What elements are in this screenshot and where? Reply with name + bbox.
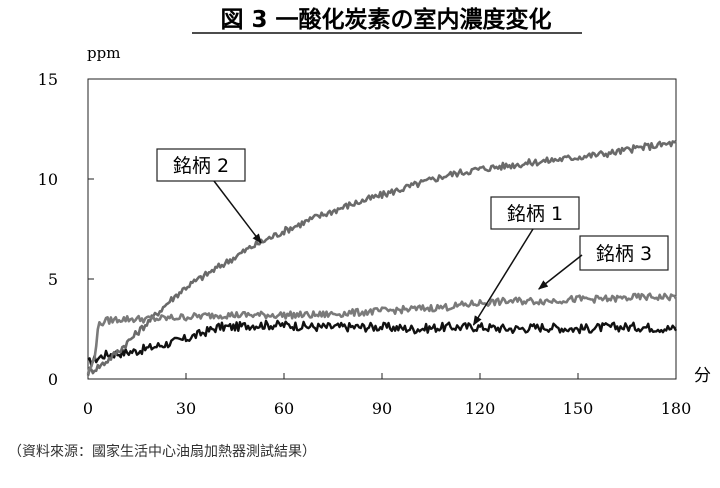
annotation-layer: 銘柄 2 銘柄 1 銘柄 3 (156, 148, 669, 326)
series-line-1 (87, 319, 678, 367)
x-tick-label: 0 (83, 399, 93, 418)
series-line-3 (86, 292, 678, 375)
y-axis-unit-label: ppm (87, 44, 120, 62)
x-tick-label: 120 (465, 399, 496, 418)
annotation-box (579, 235, 669, 271)
annotation-box (490, 196, 580, 230)
x-tick-label: 150 (563, 399, 594, 418)
x-tick-label: 30 (176, 399, 196, 418)
chart-title: 図 3 一酸化炭素の室内濃度変化 (220, 6, 551, 33)
annotation-label: 銘柄 3 (596, 243, 652, 265)
annotation-arrow (538, 254, 583, 290)
annotation-arrow (472, 228, 534, 326)
plot-frame (87, 78, 677, 380)
annotation-callout-1: 銘柄 2 (156, 148, 262, 244)
annotation-callout-3: 銘柄 3 (538, 235, 669, 290)
x-tick-label: 180 (661, 399, 692, 418)
annotation-arrow (213, 180, 262, 244)
tick-layer: 0 30 60 90 120 150 180 0 5 10 15 (38, 70, 692, 418)
y-tick-label: 15 (38, 70, 58, 89)
x-tick-label: 90 (372, 399, 392, 418)
source-note: （資料來源：國家生活中心油扇加熱器測試結果） (8, 444, 316, 460)
y-tick-label: 5 (48, 270, 58, 289)
annotation-label: 銘柄 1 (507, 203, 563, 225)
annotation-box (156, 148, 246, 182)
x-tick-label: 60 (274, 399, 294, 418)
annotation-callout-2: 銘柄 1 (472, 196, 580, 326)
series-line-2 (86, 139, 677, 376)
series-layer (86, 139, 678, 376)
y-tick-label: 10 (38, 170, 58, 189)
x-axis-unit-label: 分 (694, 366, 711, 386)
y-tick-label: 0 (48, 370, 58, 389)
annotation-label: 銘柄 2 (173, 155, 229, 177)
